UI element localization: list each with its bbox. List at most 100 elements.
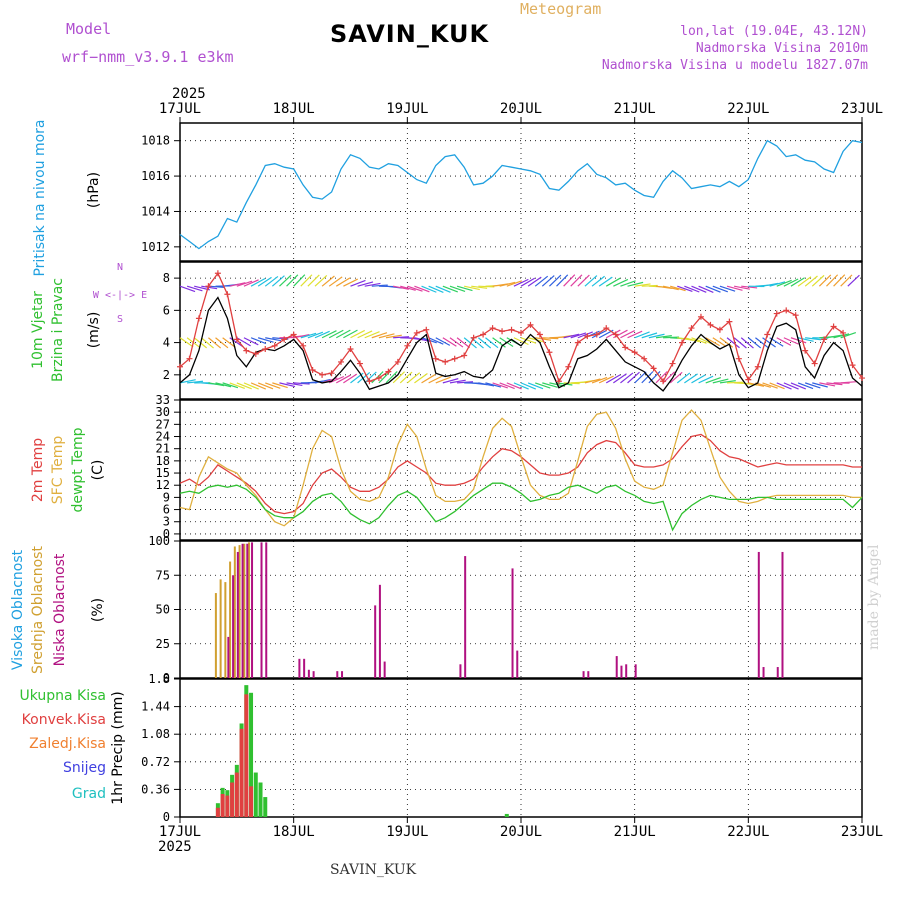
wind-arrow: [222, 382, 239, 389]
gust-marker: [214, 270, 221, 277]
wind-arrow: [726, 337, 740, 349]
wind-arrow: [577, 331, 593, 339]
2m-temp-line: [179, 433, 862, 515]
wind-arrow: [741, 285, 758, 289]
brzina-line: [179, 296, 863, 392]
wind-arrow: [250, 382, 267, 390]
y-tick-label: 12: [156, 478, 170, 492]
y-tick-label: 8: [163, 271, 170, 285]
wind-arrow: [307, 331, 324, 339]
wind-arrow: [271, 275, 285, 287]
y-tick-label: 75: [156, 568, 170, 582]
wind-arrow: [719, 285, 736, 292]
wind-arrow: [314, 274, 328, 287]
niska-oblacnost-bar: [459, 664, 462, 678]
niska-oblacnost-bar: [236, 551, 239, 678]
gust-marker: [859, 375, 865, 382]
gust-marker: [612, 331, 619, 338]
wind-arrow: [811, 274, 825, 287]
y-tick-label: 0.72: [141, 755, 170, 769]
gust-marker: [650, 365, 657, 372]
wind-arrow: [250, 277, 266, 287]
wind-arrow: [605, 329, 621, 339]
niska-oblacnost-bar: [374, 605, 377, 678]
wind-arrow: [520, 337, 537, 344]
gust-marker: [735, 355, 742, 362]
wind-arrow: [371, 332, 388, 339]
niska-oblacnost-bar: [307, 669, 310, 678]
wind-arrow: [215, 337, 229, 349]
gust-marker: [224, 291, 231, 298]
wind-arrow: [783, 337, 799, 345]
wind-arrow: [769, 281, 786, 287]
gust-marker: [319, 371, 326, 378]
gust-marker: [565, 363, 572, 370]
niska-oblacnost-bar: [615, 656, 618, 678]
wind-arrow: [272, 382, 288, 389]
gust-marker: [252, 350, 259, 357]
srednja-oblacnost-bar: [243, 543, 246, 678]
niska-oblacnost-bar: [781, 551, 784, 678]
wind-arrow: [264, 275, 279, 287]
y-tick-label: 1016: [141, 169, 170, 183]
wind-arrow: [449, 379, 466, 384]
meteogram-label: Meteogram: [520, 0, 602, 18]
wind-arrow: [634, 331, 650, 339]
gust-marker: [622, 344, 629, 351]
y-tick-label: 21: [156, 442, 170, 456]
wind-arrow: [343, 373, 358, 384]
wind-arrow: [818, 274, 832, 287]
wind-arrow: [364, 331, 380, 339]
wind-arrow: [705, 377, 721, 384]
niska-oblacnost-bar: [776, 667, 779, 678]
konvek-kisa-bar: [225, 795, 230, 817]
wind-arrow: [570, 274, 583, 287]
wind-arrow: [847, 274, 860, 287]
ukupna-kisa-bar: [253, 772, 258, 817]
wind-arrow: [265, 382, 281, 389]
wind-arrow: [826, 382, 843, 386]
konvek-kisa-bar: [239, 728, 244, 817]
niska-oblacnost-bar: [378, 584, 381, 678]
year-label-top: 2025: [172, 86, 206, 102]
gust-marker: [584, 333, 591, 340]
konvek-kisa-bar: [220, 794, 225, 817]
wind-arrow: [584, 275, 598, 287]
wind-arrow: [428, 375, 444, 384]
wind-arrow: [535, 382, 551, 389]
gust-marker: [716, 326, 723, 333]
date-label-bottom: 20JUL: [500, 824, 542, 840]
gust-marker: [309, 366, 316, 373]
niska-oblacnost-bar: [625, 664, 628, 678]
date-label-top: 23JUL: [841, 101, 883, 117]
wind-arrow: [328, 329, 344, 339]
niska-oblacnost-bar: [241, 543, 244, 678]
wind-arrow: [805, 337, 822, 341]
wind-arrow: [428, 285, 444, 293]
wind-arrow: [819, 382, 836, 387]
wind-arrow: [456, 337, 471, 349]
niska-oblacnost-bar: [383, 661, 386, 678]
niska-oblacnost-bar: [227, 636, 230, 678]
niska-oblacnost-bar: [620, 665, 623, 678]
wind-arrow: [655, 335, 672, 339]
cloud-label-high: Visoka Oblacnost: [10, 549, 26, 670]
wind-arrow: [563, 333, 580, 339]
y-tick-label: 25: [156, 637, 170, 651]
wind-arrow: [257, 382, 274, 390]
temp-label-dewpt: dewpt Temp: [70, 427, 86, 512]
wind-arrow: [712, 285, 728, 293]
wind-arrow: [499, 281, 516, 287]
gust-marker: [631, 349, 638, 356]
niska-oblacnost-bar: [260, 542, 263, 678]
y-tick-label: 0: [163, 527, 170, 541]
wind-arrow: [698, 375, 714, 384]
temp-unit: (C): [90, 460, 106, 481]
wind-arrow: [300, 332, 317, 339]
gust-marker: [177, 363, 183, 370]
wind-arrow: [797, 382, 814, 390]
grid-lines: [180, 123, 862, 817]
footer-station: SAVIN_KUK: [330, 862, 417, 878]
konvek-kisa-bar: [230, 782, 235, 817]
wind-arrow: [826, 274, 839, 287]
